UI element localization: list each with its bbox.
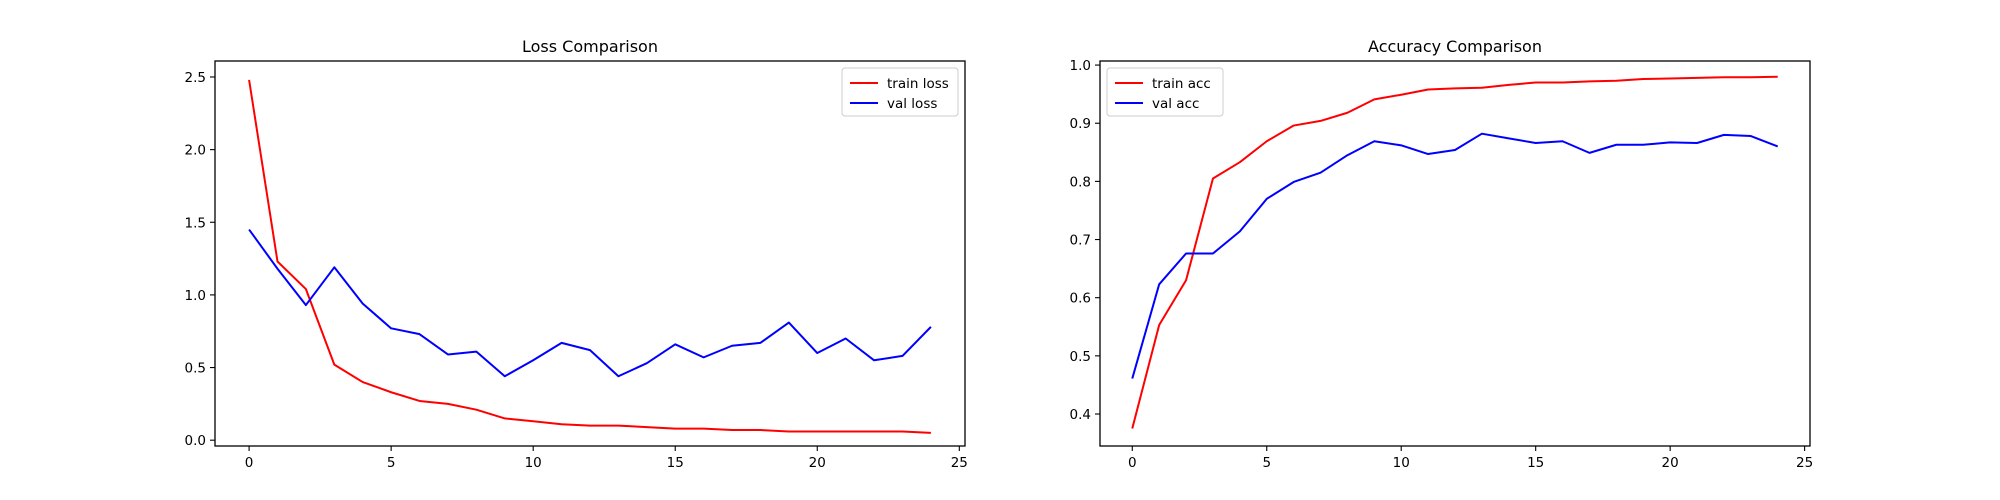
loss-y-tick-label: 2.0: [185, 143, 206, 159]
loss-y-tick-label: 1.0: [185, 288, 206, 304]
loss-x-tick-label: 5: [387, 455, 396, 471]
accuracy-series-train-acc: [1131, 75, 1778, 429]
accuracy-x-tick-label: 10: [1393, 455, 1410, 471]
loss-y-tick-label: 2.5: [185, 70, 206, 86]
loss-chart-title: Loss Comparison: [522, 37, 658, 56]
loss-y-tick-label: 1.5: [185, 215, 206, 231]
loss-x-ticks: 0 5 10 15 20 25: [245, 446, 968, 471]
loss-x-tick-label: 20: [809, 455, 826, 471]
loss-series-val-loss: [248, 228, 932, 378]
accuracy-x-tick-label: 25: [1796, 455, 1813, 471]
loss-series-lines: [248, 79, 932, 434]
accuracy-legend: train acc val acc: [1106, 67, 1224, 117]
accuracy-y-tick-label: 0.7: [1070, 233, 1091, 249]
accuracy-chart: Accuracy Comparison 0 5 10 15 20 25 0.4 0.5 0.6…: [1070, 37, 1814, 471]
accuracy-series-lines: [1131, 75, 1779, 429]
accuracy-chart-title: Accuracy Comparison: [1368, 37, 1542, 56]
accuracy-y-ticks: 0.4 0.5 0.6 0.7 0.8 0.9 1.0: [1070, 58, 1100, 423]
loss-series-train-loss: [248, 79, 931, 434]
accuracy-y-tick-label: 1.0: [1070, 58, 1091, 74]
loss-plot-frame: [214, 60, 966, 447]
accuracy-series-val-acc: [1131, 132, 1779, 379]
accuracy-y-tick-label: 0.9: [1070, 116, 1091, 132]
loss-chart: Loss Comparison 0 5 10 15 20 25 0.0 0.5 1.0 1.5 2…: [185, 37, 968, 471]
loss-y-ticks: 0.0 0.5 1.0 1.5 2.0 2.5: [185, 70, 215, 449]
accuracy-x-tick-label: 15: [1527, 455, 1544, 471]
accuracy-y-tick-label: 0.5: [1070, 349, 1091, 365]
loss-legend-label: train loss: [887, 76, 949, 92]
loss-x-tick-label: 10: [525, 455, 542, 471]
accuracy-y-tick-label: 0.6: [1070, 291, 1091, 307]
accuracy-plot-frame: [1099, 60, 1811, 447]
loss-x-tick-label: 0: [245, 455, 254, 471]
accuracy-legend-label: val acc: [1152, 96, 1199, 112]
accuracy-x-tick-label: 0: [1128, 455, 1137, 471]
loss-legend: train loss val loss: [841, 67, 959, 117]
accuracy-y-tick-label: 0.8: [1070, 174, 1091, 190]
loss-legend-label: val loss: [887, 96, 937, 112]
loss-x-tick-label: 25: [951, 455, 968, 471]
accuracy-x-tick-label: 20: [1662, 455, 1679, 471]
loss-y-tick-label: 0.5: [185, 361, 206, 377]
accuracy-y-tick-label: 0.4: [1070, 407, 1091, 423]
accuracy-x-tick-label: 5: [1262, 455, 1271, 471]
loss-x-tick-label: 15: [667, 455, 684, 471]
accuracy-legend-label: train acc: [1152, 76, 1211, 92]
accuracy-x-ticks: 0 5 10 15 20 25: [1128, 446, 1813, 471]
loss-y-tick-label: 0.0: [185, 433, 206, 449]
